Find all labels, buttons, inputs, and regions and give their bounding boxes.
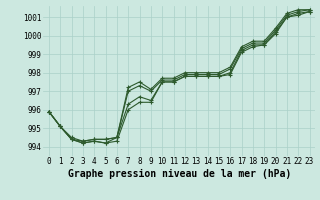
X-axis label: Graphe pression niveau de la mer (hPa): Graphe pression niveau de la mer (hPa): [68, 169, 291, 179]
